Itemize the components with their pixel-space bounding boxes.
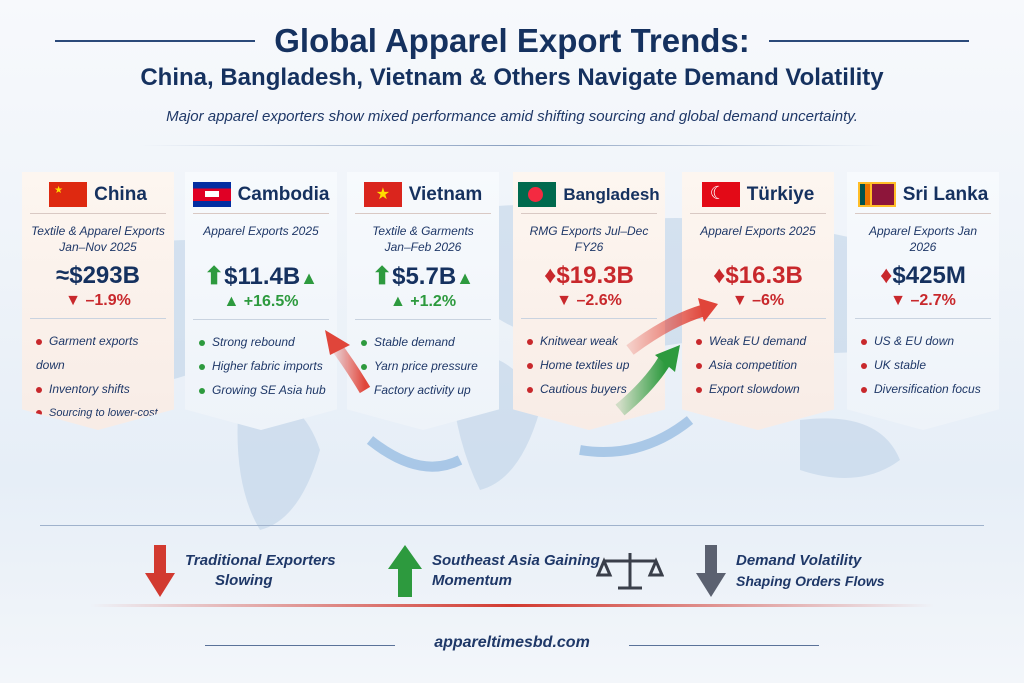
red-arrow-turkiye (626, 304, 707, 355)
metric-label: Apparel Exports 2025 (700, 224, 816, 238)
metric-label: Textile & Apparel Exports (31, 224, 165, 238)
export-value: $16.3B (725, 262, 803, 289)
country-name: China (94, 183, 147, 205)
export-value: ≈$293B (56, 262, 140, 289)
bullet: Yarn price pressure (361, 354, 491, 378)
change-percent: +1.2% (410, 293, 457, 310)
bullet: Asia competition (696, 353, 826, 377)
down-triangle-icon: ▼ (731, 292, 753, 309)
bullet: Cautious buyers (527, 377, 657, 401)
up-triangle-icon: ▲ (300, 268, 318, 288)
turkiye-flag-icon: ☾ (701, 182, 740, 207)
bullet: Strong rebound (199, 330, 329, 354)
change-percent: –6% (752, 292, 785, 309)
footer-website: appareltimesbd.com (434, 634, 590, 651)
metric-label: Apparel Exports Jan 2026 (868, 224, 978, 254)
bullet: Factory activity up (374, 383, 471, 397)
card-turkiye: ☾ Türkiye Apparel Exports 2025 ♦$16.3B ▼ … (682, 172, 834, 430)
bullet: Weak EU demand (696, 329, 826, 353)
metric-period: Jan–Feb 2026 (384, 239, 462, 254)
bullet: Inventory shifts (36, 377, 166, 401)
bullet: Growing SE Asia hub (199, 378, 329, 402)
legend-demand-volatility: Demand Volatility Shaping Orders Flows (596, 545, 885, 597)
diamond-icon: ♦ (544, 262, 557, 289)
bullet: Home textiles up (527, 353, 657, 377)
change-percent: –1.9% (85, 292, 131, 309)
up-arrow-icon: ⬆ (203, 263, 225, 290)
bullet: Stable demand (361, 330, 491, 354)
up-arrow-icon: ⬆ (372, 263, 393, 290)
sri-lanka-flag-icon (857, 182, 896, 207)
export-value: $19.3B (556, 262, 634, 289)
country-name: Vietnam (408, 183, 483, 205)
up-triangle-icon: ▲ (223, 293, 244, 310)
china-flag-icon: ★ (49, 182, 88, 207)
vietnam-flag-icon: ★ (363, 182, 402, 207)
bullet: US & EU down (861, 329, 991, 353)
red-down-arrow-icon (145, 545, 175, 597)
export-value: $425M (892, 262, 966, 289)
down-triangle-icon: ▼ (556, 292, 577, 309)
divider (40, 525, 984, 526)
up-triangle-icon: ▲ (456, 268, 474, 288)
page-subtitle: China, Bangladesh, Vietnam & Others Navi… (140, 64, 884, 91)
blue-arrow-left (366, 436, 463, 472)
metric-label: Textile & Garments (372, 224, 474, 238)
bullet: UK stable (861, 353, 991, 377)
change-percent: –2.6% (576, 292, 622, 309)
down-triangle-icon: ▼ (65, 292, 86, 309)
country-name: Türkiye (746, 183, 815, 205)
green-up-arrow-icon (388, 545, 422, 597)
diamond-icon: ♦ (713, 262, 726, 289)
bangladesh-flag-icon (518, 182, 557, 207)
bullet: Sourcing to lower-cost hubs (36, 407, 158, 443)
tagline: Major apparel exporters show mixed perfo… (166, 108, 858, 125)
title-rule-right (769, 40, 969, 42)
export-value: $5.7B (392, 263, 457, 290)
bullet: Diversification focus (861, 377, 991, 401)
change-percent: +16.5% (243, 293, 299, 310)
bullet: Export slowdown (696, 377, 826, 401)
card-bangladesh: Bangladesh RMG Exports Jul–Dec FY26 ♦$19… (513, 172, 665, 430)
bullet: Garment exports down (36, 334, 139, 372)
red-arrow-cambodia (330, 341, 371, 394)
metric-label: RMG Exports Jul–Dec FY26 (529, 224, 649, 254)
red-divider (90, 604, 934, 607)
legend-traditional-slowing: Traditional Exporters Slowing (145, 545, 336, 597)
diamond-icon: ♦ (880, 262, 893, 289)
country-name: Sri Lanka (902, 183, 989, 205)
metric-label: Apparel Exports 2025 (203, 224, 319, 238)
cambodia-flag-icon (192, 182, 231, 207)
bullet: Knitwear weak (527, 329, 657, 353)
card-china: ★ China Textile & Apparel Exports Jan–Nov … (22, 172, 174, 430)
title-rule-left (55, 40, 255, 42)
export-value: $11.4B (224, 263, 301, 290)
down-triangle-icon: ▼ (890, 292, 911, 309)
legend-sea-gaining: Southeast Asia Gaining Momentum (388, 545, 600, 597)
divider (140, 145, 884, 146)
up-triangle-icon: ▲ (389, 293, 411, 310)
card-cambodia: Cambodia Apparel Exports 2025 ⬆$11.4B▲ ▲… (185, 172, 337, 430)
page-title: Global Apparel Export Trends: (274, 22, 750, 59)
country-name: Bangladesh (563, 184, 660, 204)
change-percent: –2.7% (910, 292, 956, 309)
card-vietnam: ★ Vietnam Textile & Garments Jan–Feb 2026 … (347, 172, 499, 430)
footer-rule-right (629, 645, 819, 646)
green-arrow (615, 356, 672, 416)
footer-rule-left (205, 645, 395, 646)
blue-arrow-right (579, 416, 694, 457)
bullet: Higher fabric imports (199, 354, 329, 378)
balance-scale-icon (596, 553, 664, 590)
gray-down-arrow-icon (696, 545, 726, 597)
country-name: Cambodia (237, 183, 330, 205)
card-sri-lanka: Sri Lanka Apparel Exports Jan 2026 ♦$425… (847, 172, 999, 430)
metric-period: Jan–Nov 2025 (59, 239, 137, 254)
